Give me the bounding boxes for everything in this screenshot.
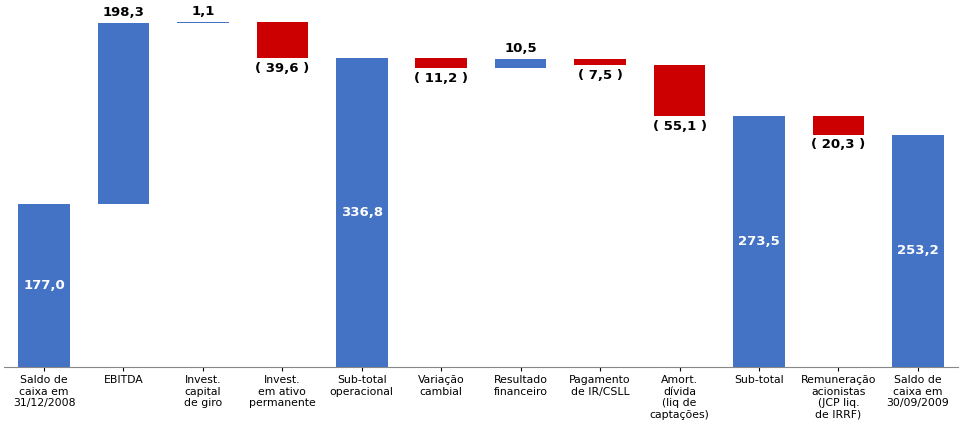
Text: 177,0: 177,0	[23, 279, 65, 292]
Bar	[494, 59, 546, 68]
Bar	[257, 22, 308, 58]
Text: ( 20,3 ): ( 20,3 )	[810, 138, 865, 151]
Text: ( 11,2 ): ( 11,2 )	[414, 72, 468, 85]
Text: 273,5: 273,5	[737, 235, 779, 248]
Bar	[18, 204, 70, 367]
Text: ( 39,6 ): ( 39,6 )	[255, 61, 309, 75]
Bar	[574, 59, 626, 65]
Bar	[335, 58, 387, 367]
Bar	[812, 116, 863, 134]
Text: 10,5: 10,5	[504, 42, 536, 55]
Text: 253,2: 253,2	[896, 244, 938, 257]
Bar	[891, 134, 943, 367]
Bar	[732, 116, 784, 367]
Bar	[98, 22, 149, 204]
Bar	[415, 58, 466, 68]
Bar	[653, 65, 704, 116]
Text: 336,8: 336,8	[340, 206, 382, 219]
Text: ( 7,5 ): ( 7,5 )	[577, 69, 622, 82]
Text: 198,3: 198,3	[103, 6, 144, 19]
Text: ( 55,1 ): ( 55,1 )	[652, 120, 705, 133]
Text: 1,1: 1,1	[191, 5, 214, 18]
